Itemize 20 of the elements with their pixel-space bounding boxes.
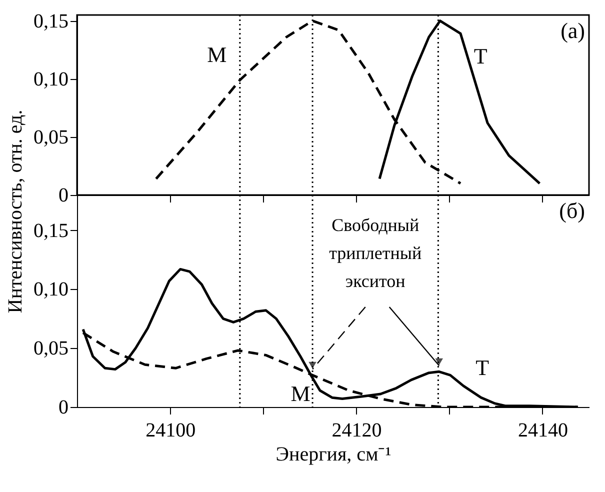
x-tick-label: 24120 bbox=[332, 420, 382, 442]
y-tick-label: 0,10 bbox=[34, 278, 68, 301]
y-tick-label: 0 bbox=[58, 396, 68, 418]
series-label: Т bbox=[474, 44, 488, 69]
x-tick-label: 24140 bbox=[518, 420, 568, 442]
annotation: (б) bbox=[559, 198, 585, 223]
y-tick-label: 0,10 bbox=[34, 68, 68, 90]
y-tick-label: 0,15 bbox=[34, 220, 68, 242]
y-axis-title: Интенсивность, отн. ед. bbox=[4, 110, 26, 314]
annotation: Свободный триплетный экситон bbox=[329, 215, 422, 291]
x-axis-title: Энергия, см⁻¹ bbox=[276, 444, 392, 466]
y-tick-label: 0,05 bbox=[34, 126, 68, 148]
legend-label: Т bbox=[476, 354, 490, 380]
y-tick-label: 0,05 bbox=[34, 338, 68, 360]
series-label: М bbox=[207, 42, 227, 68]
y-tick-label: 0 bbox=[58, 184, 68, 206]
y-tick-label: 0,15 bbox=[34, 10, 68, 32]
series-label: М bbox=[290, 381, 310, 406]
x-tick-label: 24100 bbox=[146, 420, 196, 442]
annotation: (а) bbox=[560, 18, 585, 43]
